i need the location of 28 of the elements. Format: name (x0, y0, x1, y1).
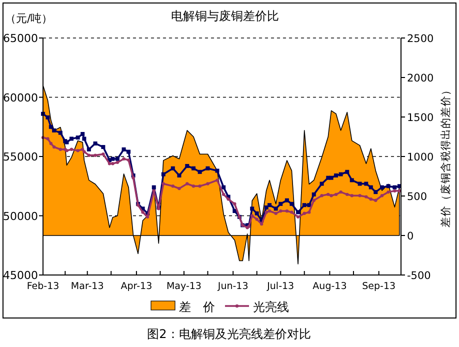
x-tick-label: Sep-13 (362, 281, 396, 292)
caption: 图2：电解铜及光亮线差价对比 (147, 327, 311, 341)
y2-tick-label: 2000 (407, 72, 434, 84)
x-tick-label: May-13 (166, 281, 202, 292)
y-tick-label: 55000 (3, 150, 38, 164)
y2-tick-label: 2500 (407, 33, 434, 45)
x-tick-label: Feb-13 (26, 281, 60, 292)
title: 电解铜与废铜差价比 (171, 9, 279, 23)
y-tick-label: 45000 (3, 269, 38, 282)
x-tick-label: Jun-13 (216, 281, 248, 292)
y2-tick-label: 1500 (407, 112, 434, 124)
y-tick-label: 50000 (3, 210, 38, 223)
legend-item: 光亮线 (225, 300, 289, 314)
y2-tick-label: -500 (407, 270, 431, 282)
ylabel: （元/吨） (5, 12, 53, 25)
y2-tick-label: 1000 (407, 152, 434, 164)
x-tick-label: Aug-13 (312, 281, 347, 292)
y2-tick-label: 0 (407, 230, 414, 242)
legend-item: 差 价 (150, 300, 215, 314)
x-tick-label: Mar-13 (70, 281, 104, 292)
legend-label: 差 价 (179, 300, 215, 314)
y2label: 差价（废铜含税得出的差价） (440, 84, 452, 228)
y2-tick-label: 500 (407, 191, 428, 203)
x-tick-label: Jul-13 (266, 281, 294, 292)
legend-label: 光亮线 (253, 300, 289, 314)
y-tick-label: 60000 (3, 91, 38, 104)
x-tick-label: Apr-13 (120, 281, 152, 292)
y-tick-label: 65000 (3, 32, 38, 45)
